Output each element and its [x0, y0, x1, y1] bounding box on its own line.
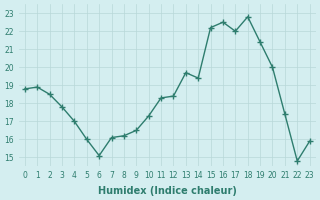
X-axis label: Humidex (Indice chaleur): Humidex (Indice chaleur) [98, 186, 237, 196]
